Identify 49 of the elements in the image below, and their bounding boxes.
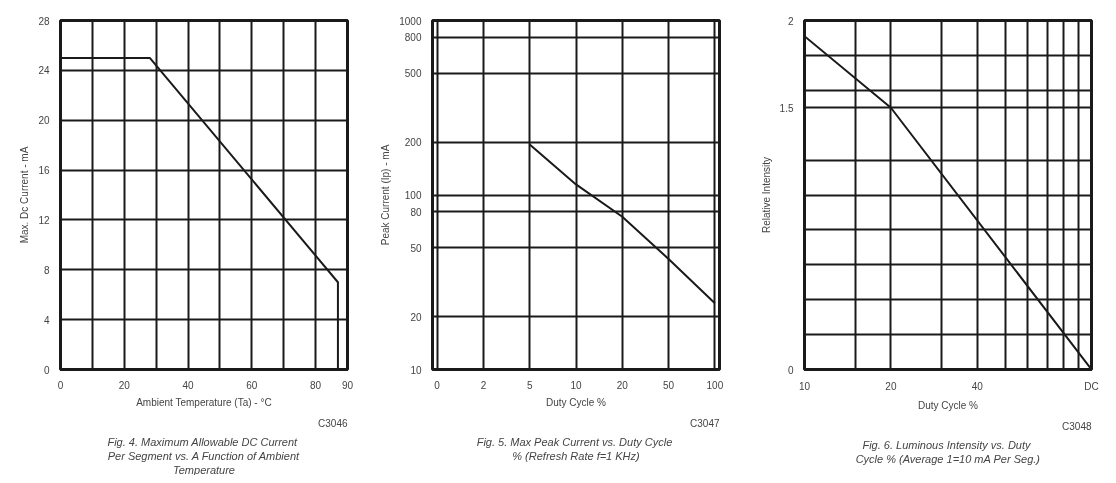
x-tick-label: 20 bbox=[616, 379, 629, 391]
y-tick-label: 24 bbox=[38, 65, 50, 77]
x-tick-label: 80 bbox=[310, 379, 322, 391]
y-tick-label: 20 bbox=[410, 311, 422, 323]
y-tick-label: 1000 bbox=[399, 15, 422, 27]
x-tick-label: 5 bbox=[526, 379, 533, 391]
y-tick-label: 28 bbox=[38, 15, 50, 27]
y-tick-label: 4 bbox=[43, 314, 50, 326]
y-tick-label: 80 bbox=[410, 206, 422, 218]
y-axis-title: Relative Intensity bbox=[760, 156, 772, 234]
x-tick-label: 90 bbox=[341, 379, 354, 391]
x-axis-title: Duty Cycle % bbox=[545, 396, 607, 408]
x-tick-label: 0 bbox=[57, 379, 64, 391]
y-tick-label: 0 bbox=[787, 364, 794, 376]
x-tick-label: 20 bbox=[885, 380, 897, 392]
x-tick-label: 10 bbox=[570, 379, 582, 391]
y-tick-label: 10 bbox=[410, 364, 422, 376]
y-tick-label: 1.5 bbox=[779, 102, 794, 114]
x-tick-label: 100 bbox=[706, 379, 724, 391]
text: C3047 bbox=[690, 417, 720, 429]
text: Fig. 6. Luminous Intensity vs. Duty Cycle % (Average 1=10 mA Per Seg.) bbox=[855, 438, 1041, 465]
text: C3046 bbox=[318, 417, 348, 429]
x-axis-title: Duty Cycle % bbox=[917, 399, 979, 411]
text: C3048 bbox=[1062, 420, 1092, 432]
y-tick-label: 2 bbox=[787, 15, 794, 27]
x-tick-label: DC bbox=[1084, 380, 1099, 392]
y-tick-label: 16 bbox=[38, 165, 50, 177]
x-tick-label: 60 bbox=[246, 379, 258, 391]
y-axis-title: Peak Current (Ip) - mA bbox=[380, 144, 392, 246]
x-axis-title: Ambient Temperature (Ta) - °C bbox=[136, 396, 272, 408]
x-tick-label: 0 bbox=[434, 379, 441, 391]
y-tick-label: 8 bbox=[43, 264, 50, 276]
x-tick-label: 40 bbox=[971, 380, 984, 392]
x-tick-label: 40 bbox=[182, 379, 195, 391]
text: Fig. 5. Max Peak Current vs. Duty Cycle % (Refresh Rate f=1 KHz) bbox=[476, 435, 673, 462]
x-tick-label: 2 bbox=[480, 379, 487, 391]
x-tick-label: 10 bbox=[798, 380, 811, 392]
text: Fig. 4. Maximum Allowable DC Current Per Segment vs. A Function of Ambient Temperature bbox=[107, 435, 301, 476]
y-tick-label: 50 bbox=[410, 242, 422, 254]
y-tick-label: 100 bbox=[404, 190, 422, 201]
y-axis-title: Max. Dc Current - mA bbox=[19, 146, 31, 244]
y-tick-label: 200 bbox=[404, 137, 422, 149]
y-tick-label: 500 bbox=[404, 68, 422, 80]
x-tick-label: 20 bbox=[118, 379, 131, 391]
y-tick-label: 20 bbox=[38, 115, 50, 127]
y-tick-label: 0 bbox=[43, 364, 50, 376]
y-tick-label: 800 bbox=[404, 32, 422, 44]
x-tick-label: 50 bbox=[663, 379, 675, 391]
y-tick-label: 12 bbox=[38, 214, 50, 226]
